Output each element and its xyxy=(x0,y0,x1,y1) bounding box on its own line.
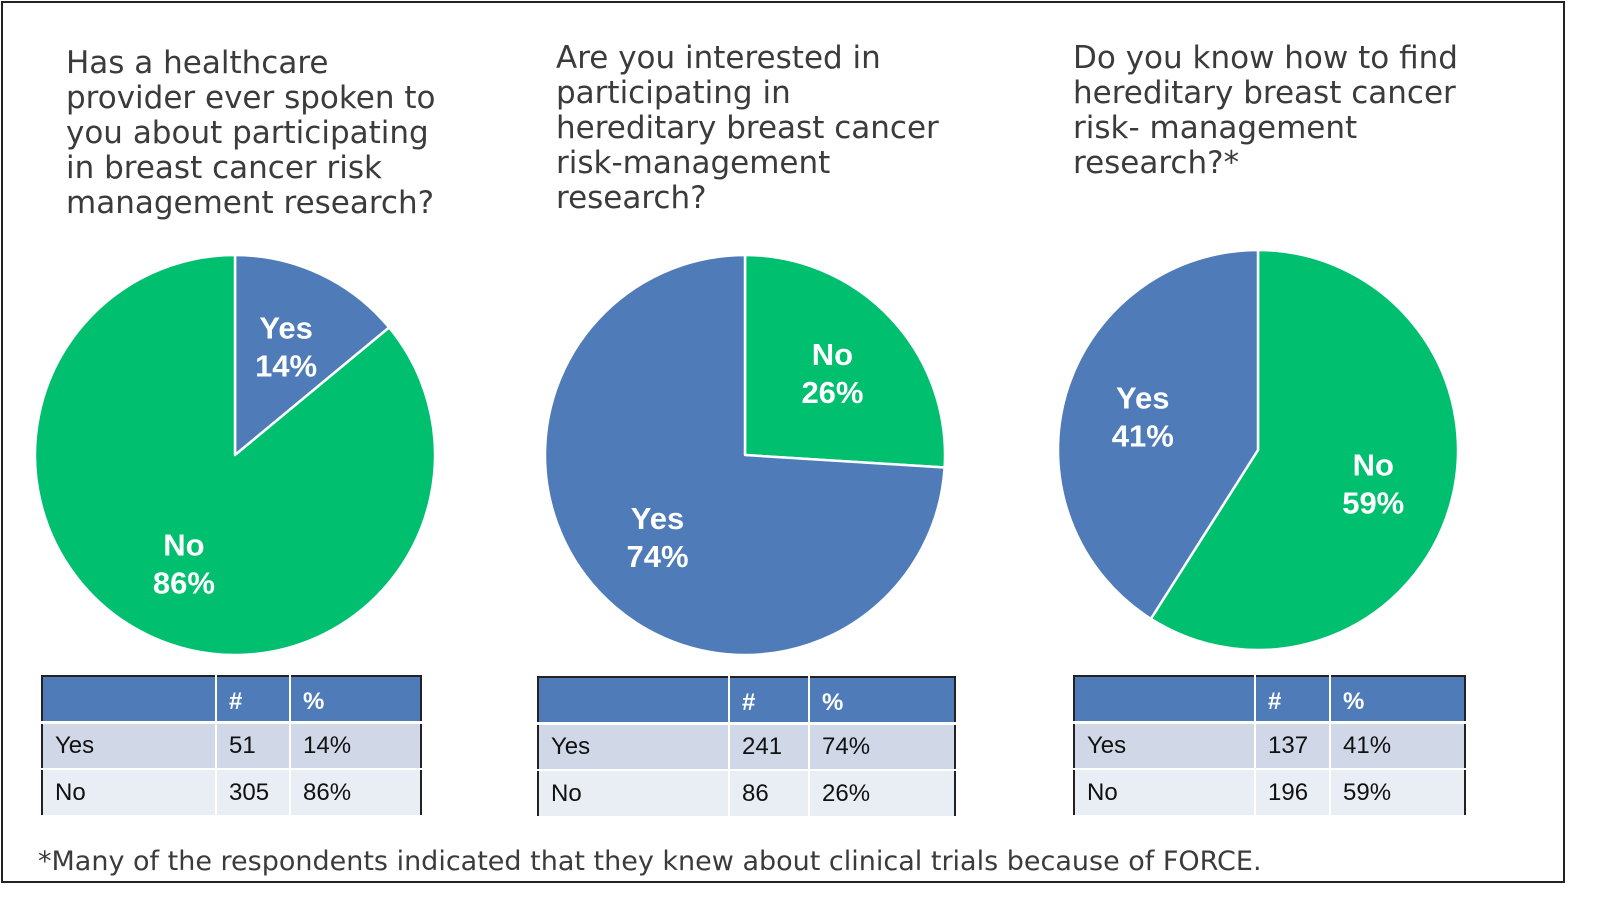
panel-1-table: # % Yes 51 14% No 305 86% xyxy=(41,675,422,817)
table-header-cell xyxy=(42,676,217,724)
table-cell: 86 xyxy=(729,770,810,818)
panel-2-question: Are you interested in participating in h… xyxy=(556,40,939,216)
slice-label-no: No xyxy=(1353,447,1394,482)
slice-value-no: 59% xyxy=(1342,485,1404,520)
table-row: No 305 86% xyxy=(42,769,421,817)
slice-label-yes: Yes xyxy=(1116,381,1169,416)
table-row: No 86 26% xyxy=(538,770,955,818)
table-cell: 137 xyxy=(1255,722,1331,770)
pie-slice-yes xyxy=(1056,248,1260,621)
table-header-cell: % xyxy=(1330,676,1465,724)
table-header-cell: # xyxy=(1255,676,1331,724)
footnote: *Many of the respondents indicated that … xyxy=(38,846,1262,877)
table-cell: 51 xyxy=(216,722,291,770)
table-row: Yes 137 41% xyxy=(1074,722,1465,770)
table-cell: Yes xyxy=(42,722,217,770)
table-header-cell xyxy=(538,677,730,725)
table-header-row: # % xyxy=(1074,676,1465,724)
pie-slice-no xyxy=(33,253,437,657)
table-cell: No xyxy=(538,770,730,818)
slice-label-no: No xyxy=(163,528,204,563)
table-cell: 41% xyxy=(1330,722,1465,770)
table-row: Yes 241 74% xyxy=(538,723,955,771)
table-header-cell: # xyxy=(216,676,291,724)
slice-value-no: 26% xyxy=(801,375,863,410)
table-header-cell: % xyxy=(809,677,955,725)
pie-slice-yes xyxy=(233,253,391,457)
table-cell: No xyxy=(1074,769,1256,817)
table-header-cell xyxy=(1074,676,1256,724)
table-cell: 241 xyxy=(729,723,810,771)
pie-slice-no xyxy=(743,253,947,469)
slice-value-yes: 14% xyxy=(255,348,317,383)
table-row: No 196 59% xyxy=(1074,769,1465,817)
panel-1-question: Has a healthcare provider ever spoken to… xyxy=(66,45,436,221)
panel-2-table: # % Yes 241 74% No 86 26% xyxy=(537,676,956,818)
slice-label-no: No xyxy=(812,337,853,372)
table-cell: Yes xyxy=(1074,722,1256,770)
pie-slice-no xyxy=(1149,248,1460,652)
table-cell: 14% xyxy=(290,722,421,770)
table-cell: 59% xyxy=(1330,769,1465,817)
table-cell: No xyxy=(42,769,217,817)
table-cell: 305 xyxy=(216,769,291,817)
slice-label-yes: Yes xyxy=(631,501,684,536)
panel-3-table: # % Yes 137 41% No 196 59% xyxy=(1073,675,1466,817)
table-cell: 74% xyxy=(809,723,955,771)
slice-value-yes: 74% xyxy=(627,539,689,574)
table-header-row: # % xyxy=(538,677,955,725)
table-header-row: # % xyxy=(42,676,421,724)
table-cell: 86% xyxy=(290,769,421,817)
table-header-cell: % xyxy=(290,676,421,724)
slice-label-yes: Yes xyxy=(259,310,312,345)
pie-slice-yes xyxy=(543,253,946,657)
table-cell: Yes xyxy=(538,723,730,771)
panel-3-question: Do you know how to find hereditary breas… xyxy=(1073,40,1458,181)
table-cell: 196 xyxy=(1255,769,1331,817)
slice-value-yes: 41% xyxy=(1112,419,1174,454)
table-cell: 26% xyxy=(809,770,955,818)
slice-value-no: 86% xyxy=(153,566,215,601)
table-row: Yes 51 14% xyxy=(42,722,421,770)
table-header-cell: # xyxy=(729,677,810,725)
